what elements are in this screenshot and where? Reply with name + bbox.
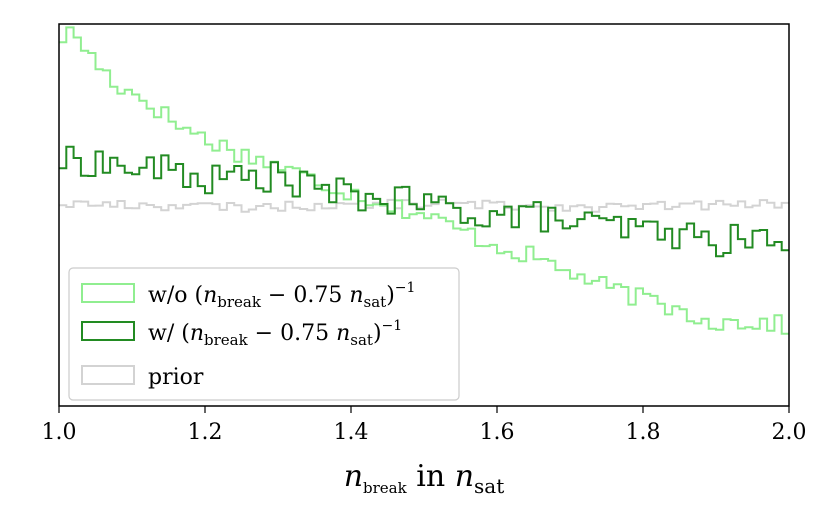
x-tick-label: 1.0 [42,420,77,445]
x-tick-label: 2.0 [772,420,807,445]
legend-patch-wo [81,283,135,303]
legend-patch-w [81,321,135,341]
series-line-w/o [59,26,789,335]
legend-frame [68,267,460,401]
plot-frame [58,23,790,407]
series-line-w/ [59,145,789,258]
legend-label-w: w/ (nbreak − 0.75 nsat)−1 [148,318,402,349]
x-axis: 1.0 1.2 1.4 1.6 1.8 2.0 [42,406,807,445]
x-tick-label: 1.2 [188,420,223,445]
x-tick-label: 1.8 [626,420,661,445]
legend-label-wo: w/o (nbreak − 0.75 nsat)−1 [148,280,415,311]
x-axis-label: nbreak in nsat [344,459,505,498]
x-tick-label: 1.4 [334,420,369,445]
legend: w/o (nbreak − 0.75 nsat)−1 w/ (nbreak − … [68,267,460,401]
series-layer [59,26,789,335]
legend-label-prior: prior [148,365,204,390]
x-tick-label: 1.6 [480,420,515,445]
legend-patch-prior [81,365,135,385]
